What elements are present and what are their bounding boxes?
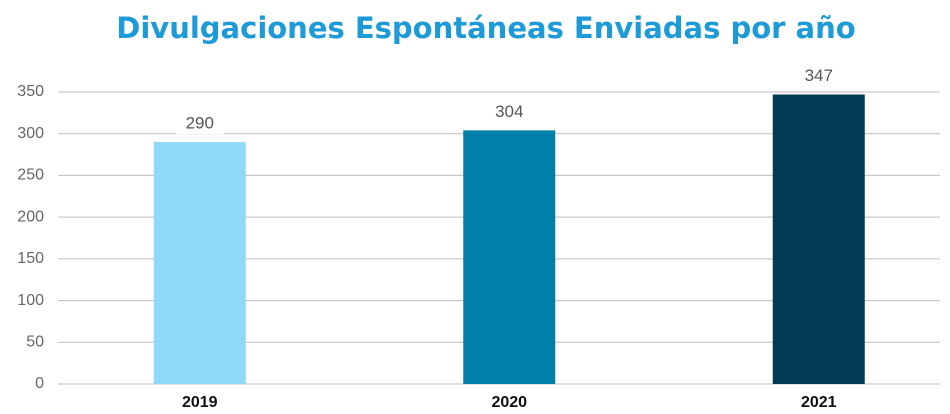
x-tick-label: 2020 [491, 394, 527, 411]
x-tick-label: 2021 [801, 394, 837, 411]
y-tick-label: 200 [17, 208, 44, 225]
y-tick-label: 250 [17, 167, 44, 184]
y-tick-label: 150 [17, 250, 44, 267]
y-tick-label: 0 [35, 375, 44, 392]
label-bg [794, 62, 843, 87]
x-tick-label: 2019 [182, 394, 218, 411]
y-tick-label: 300 [17, 125, 44, 142]
bar [772, 94, 865, 384]
bar [463, 130, 556, 384]
y-tick-label: 350 [17, 83, 44, 100]
label-bg [175, 110, 224, 135]
value-label: 347 [805, 66, 833, 85]
value-label: 304 [495, 102, 523, 121]
value-label: 290 [186, 114, 214, 133]
y-tick-label: 100 [17, 292, 44, 309]
bar [153, 142, 246, 384]
chart-title: Divulgaciones Espontáneas Enviadas por a… [116, 11, 855, 45]
y-tick-label: 50 [26, 334, 44, 351]
label-bg [485, 98, 534, 123]
